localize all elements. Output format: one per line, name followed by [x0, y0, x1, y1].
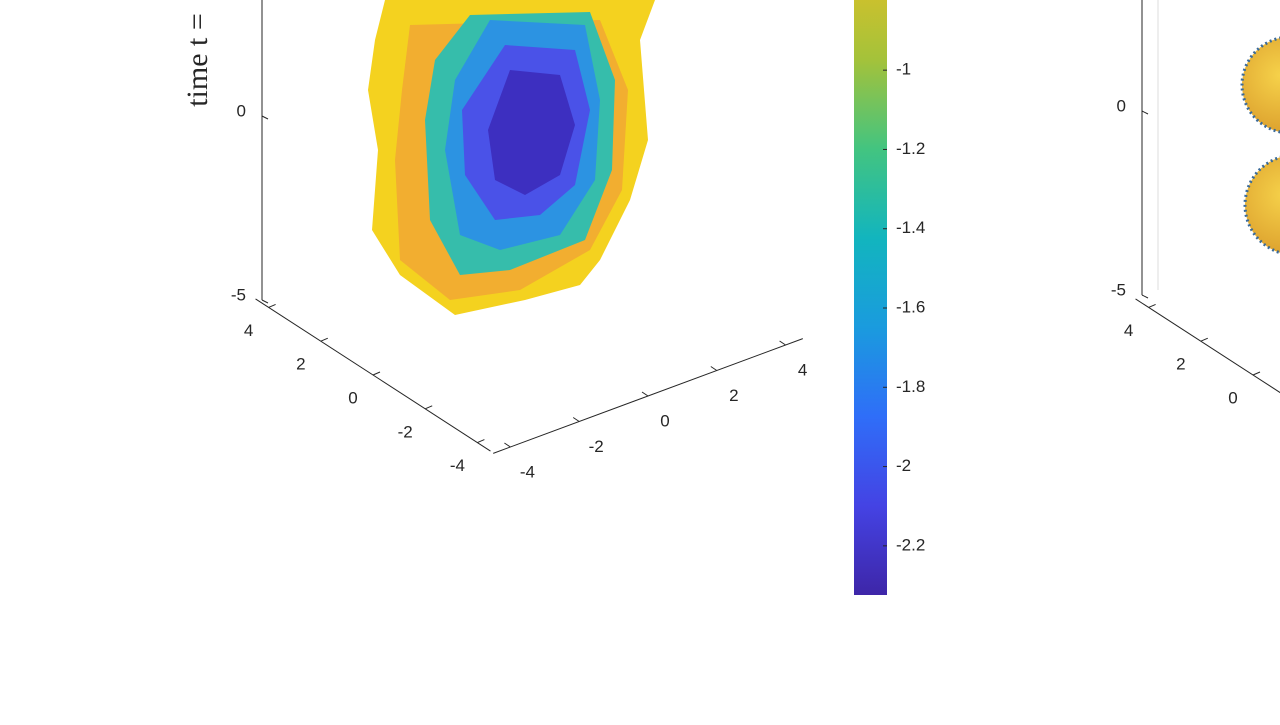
x-tick-label: 2: [729, 386, 738, 405]
x-tick-label: -2: [589, 437, 604, 456]
y-axis: [1135, 298, 1280, 394]
x-tick-label: 0: [660, 411, 669, 430]
y-tick: [477, 439, 485, 444]
y-tick: [320, 337, 328, 342]
x-tick: [779, 340, 786, 346]
z-tick-label: 0: [1117, 96, 1126, 115]
y-tick: [372, 371, 381, 376]
x-tick: [572, 417, 580, 422]
y-tick: [1252, 371, 1261, 376]
y-tick-label: 4: [244, 321, 253, 340]
y-tick-label: -4: [450, 456, 465, 475]
y-tick-label: 4: [1124, 321, 1133, 340]
y-tick-label: 2: [296, 355, 305, 374]
colorbar-tick-label: -1.2: [896, 139, 925, 158]
colorbar-tick-label: -2.2: [896, 535, 925, 554]
y-tick: [1200, 337, 1208, 342]
colorbar-tick-label: -1.6: [896, 297, 925, 316]
z-label: time t =: [181, 13, 214, 107]
y-tick-label: 2: [1176, 355, 1185, 374]
z-tick: [1141, 110, 1149, 115]
z-tick: [261, 115, 269, 120]
y-tick: [425, 405, 433, 410]
colorbar-tick-label: -1: [896, 60, 911, 79]
x-tick: [504, 442, 511, 448]
y-tick-label: -2: [398, 422, 413, 441]
y-tick-label: 0: [1228, 388, 1237, 407]
z-tick-label: 0: [237, 101, 246, 120]
x-tick-label: 4: [798, 360, 807, 379]
colorbar: [854, 0, 887, 595]
y-tick: [268, 303, 276, 308]
colorbar-tick-label: -1.4: [896, 218, 925, 237]
z-tick-label: -5: [231, 285, 246, 304]
z-tick-label: -5: [1111, 280, 1126, 299]
z-tick: [261, 299, 269, 304]
spheres: [1157, 0, 1280, 290]
x-tick: [710, 366, 718, 371]
x-tick: [641, 391, 649, 397]
x-tick-label: -4: [520, 462, 535, 481]
colorbar-tick-label: -2: [896, 456, 911, 475]
y-tick-label: 0: [348, 388, 357, 407]
z-tick: [1141, 294, 1149, 299]
surface: [368, 0, 655, 315]
colorbar-tick-label: -1.8: [896, 377, 925, 396]
y-tick: [1148, 303, 1156, 308]
